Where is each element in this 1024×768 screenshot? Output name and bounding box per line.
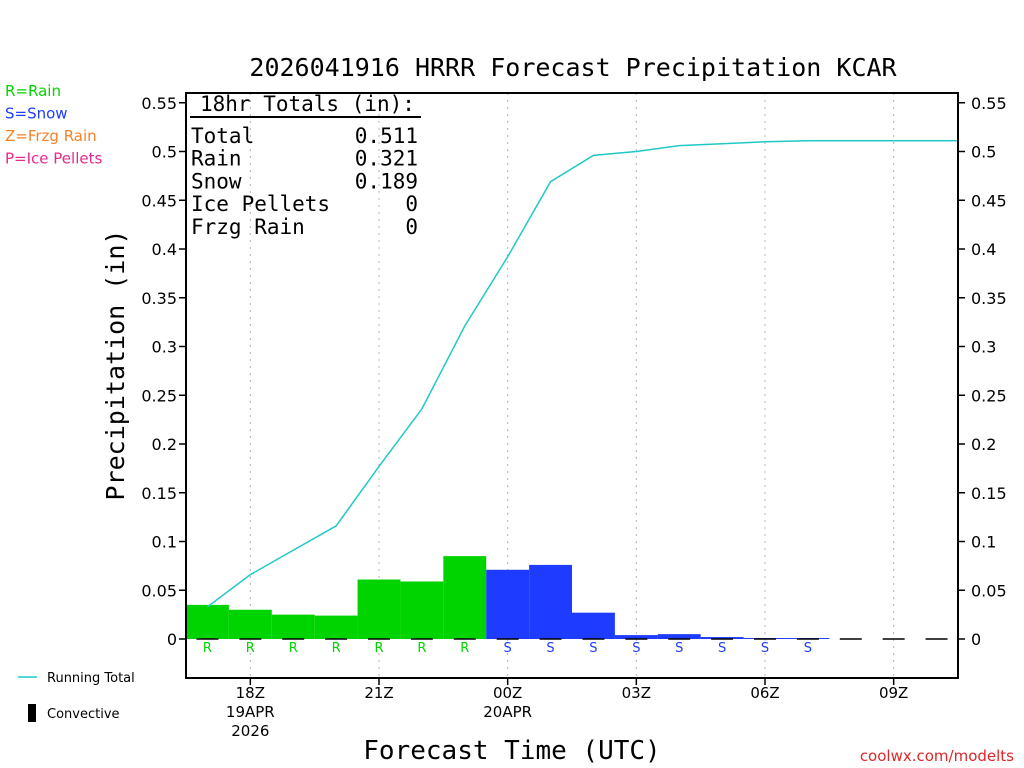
running-total-series [206,140,958,608]
precip-type-marker: R [460,641,469,656]
totals-row-value: 0.321 [355,147,418,171]
x-tick-label: 03Z [622,684,651,702]
y-tick-label-left: 0 [167,630,177,649]
totals-rows: Total 0.511 Rain 0.321 Snow 0.189 Ice Pellets 0… [191,124,418,239]
totals-row-value: 0.511 [355,124,418,148]
precip-type-marker: R [203,641,212,656]
y-tick-label-right: 0.15 [971,484,1007,503]
precip-type-marker: R [374,641,383,656]
y-tick-label-left: 0.3 [152,338,177,357]
x-tick-label: 2026 [231,722,269,740]
type-legend-item: R=Rain [5,82,61,100]
y-axis-left: 0 0.05 0.1 0.15 0.2 0.25 0.3 0.35 0.4 0.45 0.5 0.55 [141,94,186,649]
precip-bar [314,615,358,639]
y-tick-label-left: 0.15 [141,484,177,503]
x-tick-label: 19APR [226,703,275,721]
precip-bar [400,581,444,639]
precip-bar [529,564,572,639]
totals-header: 18hr Totals (in): [200,92,415,116]
convective-legend-swatch [28,704,36,722]
totals-row-label: Snow [191,169,242,193]
totals-box: 18hr Totals (in): Total 0.511 Rain 0.321 Sno… [190,92,421,239]
x-tick-label: 21Z [364,684,393,702]
x-tick-label: 06Z [750,684,779,702]
y-tick-label-left: 0.35 [141,289,177,308]
y-tick-label-right: 0.45 [971,191,1007,210]
precip-bar [486,569,530,639]
precip-type-marker: S [632,641,640,656]
precip-bar [614,635,658,639]
bar-series [186,556,830,639]
precip-type-marker: R [246,641,255,656]
precip-bar [271,614,315,639]
y-tick-label-right: 0.5 [971,143,996,162]
y-tick-label-left: 0.4 [152,240,177,259]
totals-row-value: 0.189 [355,169,418,193]
precip-bar [186,604,229,639]
precip-type-marker: R [289,641,298,656]
precip-type-marker: S [546,641,554,656]
running-total-legend-label: Running Total [47,671,135,686]
precip-type-marker: R [417,641,426,656]
precip-bar [443,556,487,639]
totals-row-label: Total [191,124,254,148]
precip-bar [357,579,401,639]
precip-type-marker: S [675,641,683,656]
y-axis-label: Precipitation (in) [101,230,130,501]
y-tick-label-left: 0.45 [141,191,177,210]
chart-title: 2026041916 HRRR Forecast Precipitation K… [249,53,897,82]
y-tick-label-right: 0.4 [971,240,996,259]
y-tick-label-left: 0.55 [141,94,177,113]
totals-row-label: Frzg Rain [191,215,305,239]
y-tick-label-right: 0.1 [971,533,996,552]
y-tick-label-right: 0.35 [971,289,1007,308]
totals-row-label: Ice Pellets [191,192,330,216]
precip-type-marker: R [332,641,341,656]
y-tick-label-right: 0.25 [971,386,1007,405]
x-tick-label: 00Z [493,684,522,702]
y-tick-label-right: 0.3 [971,338,996,357]
precip-type-marker: S [804,641,812,656]
x-tick-label: 09Z [879,684,908,702]
precip-bar [572,612,615,639]
type-legend-item: P=Ice Pellets [5,150,102,168]
precip-bar [228,609,272,639]
credit-text: coolwx.com/modelts [860,747,1014,765]
x-tick-label: 20APR [483,703,532,721]
y-tick-label-right: 0.05 [971,581,1007,600]
precip-type-marker: S [761,641,769,656]
precip-type-marker: S [589,641,597,656]
totals-row-value: 0 [405,192,418,216]
precip-type-marker: S [718,641,726,656]
y-axis-right: 0 0.05 0.1 0.15 0.2 0.25 0.3 0.35 0.4 0.45 0.5 0.55 [958,94,1007,649]
y-tick-label-left: 0.5 [152,143,177,162]
y-tick-label-right: 0.2 [971,435,996,454]
x-tick-label: 18Z [236,684,265,702]
y-tick-label-left: 0.1 [152,533,177,552]
type-legend-item: Z=Frzg Rain [5,127,97,145]
running-total-line [206,140,958,608]
precip-bar [657,634,701,639]
convective-legend-label: Convective [47,707,120,722]
plot-frame [185,92,959,679]
y-tick-label-right: 0 [971,630,981,649]
series-legend: Running Total Convective [18,671,135,722]
x-axis-label: Forecast Time (UTC) [363,736,660,766]
precip-bar [700,637,744,639]
y-tick-label-left: 0.2 [152,435,177,454]
totals-row-label: Rain [191,147,242,171]
type-legend-item: S=Snow [5,105,68,123]
y-tick-label-left: 0.05 [141,581,177,600]
precip-type-legend: R=Rain S=Snow Z=Frzg Rain P=Ice Pellets [5,82,102,168]
totals-row-value: 0 [405,215,418,239]
precip-type-marker: S [504,641,512,656]
y-tick-label-right: 0.55 [971,94,1007,113]
y-tick-label-left: 0.25 [141,386,177,405]
